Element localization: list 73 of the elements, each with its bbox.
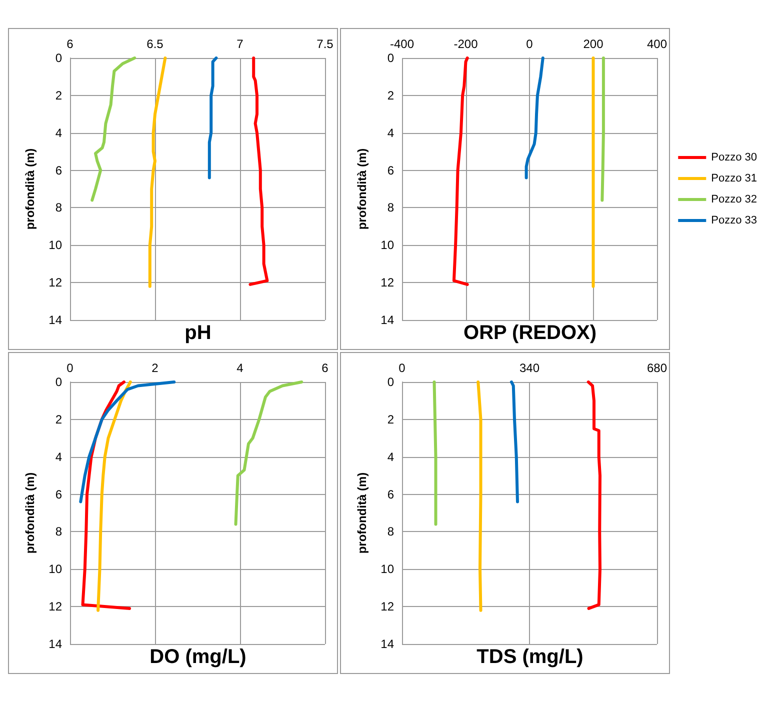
y-tick-label: 10 (380, 238, 394, 252)
y-tick-label: 2 (55, 412, 62, 426)
y-tick-label: 12 (380, 600, 394, 614)
x-tick-label: 4 (236, 361, 244, 375)
x-tick-label: 0 (398, 361, 406, 375)
x-axis-title: TDS (mg/L) (476, 646, 584, 668)
y-axis-title: profondità (m) (355, 148, 369, 230)
y-tick-label: 6 (387, 163, 394, 178)
y-tick-label: 8 (55, 200, 62, 215)
y-tick-label: 0 (387, 375, 394, 389)
legend-label: Pozzo 30 (711, 152, 758, 164)
line-series (510, 380, 519, 504)
y-tick-label: 2 (387, 88, 394, 102)
y-axis-title: profondità (m) (23, 148, 37, 230)
legend-label: Pozzo 32 (711, 194, 758, 206)
y-tick-label: 0 (55, 375, 62, 389)
y-tick-label: 4 (55, 126, 62, 140)
y-axis-title: profondità (m) (23, 472, 37, 554)
y-tick-label: 14 (48, 313, 62, 327)
y-tick-label: 4 (387, 126, 394, 140)
y-tick-label: 0 (387, 51, 394, 65)
x-tick-label: -400 (390, 37, 414, 51)
y-tick-label: 12 (48, 600, 62, 614)
line-series (90, 56, 136, 202)
y-tick-label: 14 (48, 637, 62, 651)
y-tick-label: 14 (380, 313, 394, 327)
y-tick-label: 6 (387, 487, 394, 502)
line-series (248, 56, 269, 286)
legend-label: Pozzo 33 (711, 214, 758, 226)
x-tick-label: 200 (583, 37, 604, 51)
y-tick-label: 8 (55, 524, 62, 539)
x-tick-label: 340 (519, 361, 540, 375)
line-series (600, 56, 605, 202)
y-tick-label: 10 (48, 238, 62, 252)
x-tick-label: 400 (646, 37, 668, 51)
y-tick-label: 12 (380, 276, 394, 290)
x-tick-label: -200 (454, 37, 478, 51)
y-tick-label: 4 (387, 450, 394, 464)
line-series (452, 56, 469, 286)
x-axis-title: pH (184, 322, 212, 344)
y-tick-label: 10 (48, 562, 62, 576)
y-tick-label: 10 (380, 562, 394, 576)
line-series (586, 380, 602, 610)
x-tick-label: 680 (646, 361, 668, 375)
y-tick-label: 0 (55, 51, 62, 65)
line-series (234, 380, 304, 526)
line-series (148, 56, 167, 288)
x-tick-label: 7.5 (316, 37, 334, 51)
x-tick-label: 6.5 (146, 37, 164, 51)
x-axis-title: DO (mg/L) (150, 646, 246, 668)
line-series (524, 56, 544, 180)
y-tick-label: 12 (48, 276, 62, 290)
line-series (96, 380, 132, 612)
y-tick-label: 2 (387, 412, 394, 426)
line-series (79, 380, 176, 504)
legend-label: Pozzo 31 (711, 172, 758, 184)
x-tick-label: 2 (152, 361, 159, 375)
y-tick-label: 6 (55, 163, 62, 178)
line-series (208, 56, 218, 180)
x-tick-label: 0 (66, 361, 74, 375)
y-tick-label: 6 (55, 487, 62, 502)
x-tick-label: 0 (526, 37, 534, 51)
y-tick-label: 2 (55, 88, 62, 102)
x-tick-label: 6 (66, 37, 74, 51)
y-tick-label: 8 (387, 200, 394, 215)
y-axis-title: profondità (m) (355, 472, 369, 554)
x-tick-label: 6 (322, 361, 329, 375)
x-axis-title: ORP (REDOX) (464, 322, 596, 344)
y-tick-label: 14 (380, 637, 394, 651)
y-tick-label: 4 (55, 450, 62, 464)
line-series (476, 380, 482, 612)
x-tick-label: 7 (236, 37, 244, 51)
y-tick-label: 8 (387, 524, 394, 539)
